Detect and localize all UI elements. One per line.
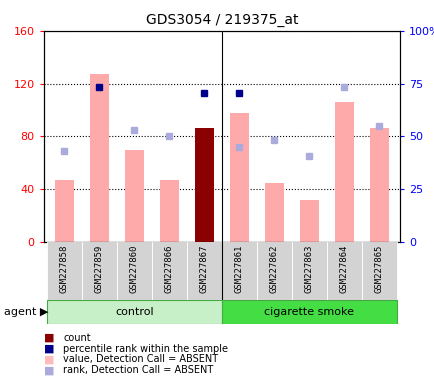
Bar xyxy=(299,200,318,242)
Text: percentile rank within the sample: percentile rank within the sample xyxy=(63,344,227,354)
Text: agent ▶: agent ▶ xyxy=(4,307,49,317)
Text: GSM227860: GSM227860 xyxy=(130,245,138,293)
Bar xyxy=(221,300,396,324)
Text: control: control xyxy=(115,307,153,317)
Bar xyxy=(47,300,221,324)
Bar xyxy=(229,113,248,242)
Text: ■: ■ xyxy=(43,354,54,364)
Bar xyxy=(159,180,179,242)
Bar xyxy=(151,242,187,300)
Text: ■: ■ xyxy=(43,344,54,354)
Bar xyxy=(90,74,109,242)
Text: GSM227858: GSM227858 xyxy=(60,245,69,293)
Bar xyxy=(117,242,151,300)
Bar xyxy=(55,180,74,242)
Bar xyxy=(221,242,256,300)
Bar xyxy=(187,242,221,300)
Text: GSM227863: GSM227863 xyxy=(304,245,313,293)
Text: GSM227859: GSM227859 xyxy=(95,245,104,293)
Bar xyxy=(125,149,144,242)
Text: GSM227861: GSM227861 xyxy=(234,245,243,293)
Bar xyxy=(194,128,214,242)
Text: GSM227866: GSM227866 xyxy=(164,245,174,293)
Text: GSM227865: GSM227865 xyxy=(374,245,383,293)
Text: count: count xyxy=(63,333,91,343)
Bar xyxy=(326,242,361,300)
Bar xyxy=(361,242,396,300)
Title: GDS3054 / 219375_at: GDS3054 / 219375_at xyxy=(145,13,297,27)
Text: ■: ■ xyxy=(43,365,54,375)
Bar xyxy=(369,128,388,242)
Text: GSM227867: GSM227867 xyxy=(199,245,208,293)
Bar xyxy=(291,242,326,300)
Text: GSM227862: GSM227862 xyxy=(269,245,278,293)
Bar xyxy=(256,242,291,300)
Bar xyxy=(264,182,283,242)
Text: rank, Detection Call = ABSENT: rank, Detection Call = ABSENT xyxy=(63,365,213,375)
Bar xyxy=(47,242,82,300)
Bar xyxy=(334,102,353,242)
Text: cigarette smoke: cigarette smoke xyxy=(264,307,353,317)
Text: GSM227864: GSM227864 xyxy=(339,245,348,293)
Bar xyxy=(82,242,117,300)
Text: value, Detection Call = ABSENT: value, Detection Call = ABSENT xyxy=(63,354,218,364)
Text: ■: ■ xyxy=(43,333,54,343)
